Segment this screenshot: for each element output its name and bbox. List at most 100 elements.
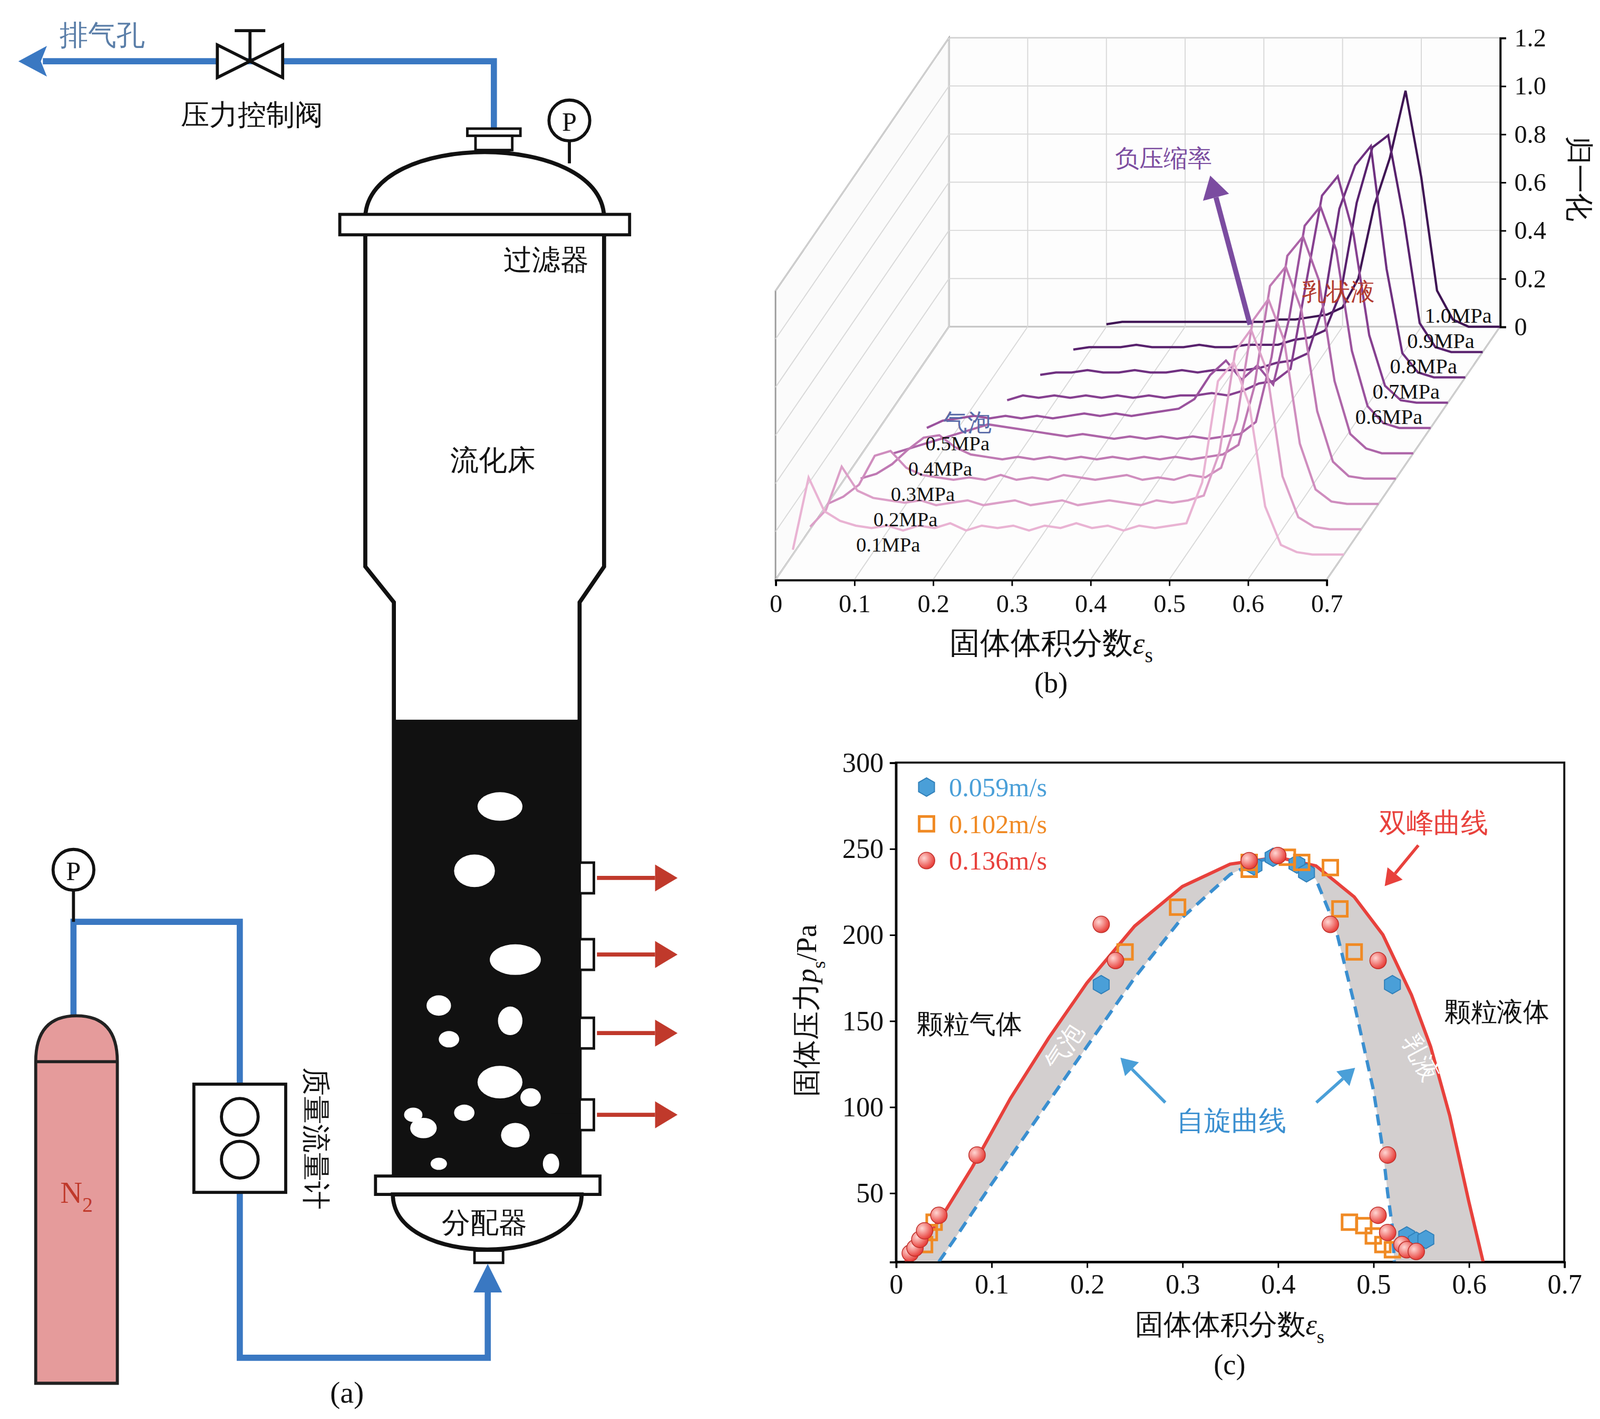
panel-b: 00.10.20.30.40.50.60.700.20.40.60.81.01.… xyxy=(769,23,1595,699)
tick: 0.8 xyxy=(1499,120,1547,149)
tick-mark xyxy=(1168,579,1171,587)
tick-label: 0.3 xyxy=(1165,1268,1200,1299)
tick-label: 0 xyxy=(889,1268,904,1299)
gauge-stem xyxy=(71,889,75,922)
series-label: 0.9MPa xyxy=(1407,328,1475,353)
arrow-head xyxy=(1384,867,1403,887)
grid-line xyxy=(948,37,1500,39)
label-variable: ε xyxy=(1132,625,1146,661)
point xyxy=(1369,1206,1386,1224)
tick-label: 1.2 xyxy=(1514,23,1546,52)
gauge-label: P xyxy=(561,107,577,137)
grid-line xyxy=(775,326,949,580)
grid-line xyxy=(1263,37,1265,327)
bubble xyxy=(453,854,495,887)
tick: 0.4 xyxy=(1499,216,1547,245)
plot-area xyxy=(902,847,1483,1262)
tick-mark xyxy=(1499,133,1507,136)
arrow-shaft xyxy=(596,1112,655,1117)
curve-label: 双峰曲线 xyxy=(1379,807,1489,838)
probe xyxy=(550,1031,580,1035)
label-part: /Pa xyxy=(790,924,823,961)
curve xyxy=(905,857,1484,1262)
arrow-head xyxy=(655,864,678,891)
label-subscript: s xyxy=(1144,643,1153,667)
pipe xyxy=(73,921,488,1358)
tick-label: 0.1 xyxy=(974,1268,1010,1299)
annotation: 颗粒液体 xyxy=(1444,996,1550,1027)
pipe-arrow xyxy=(473,1263,502,1293)
grid-line xyxy=(775,326,949,580)
tick-label: 0.6 xyxy=(1451,1268,1487,1299)
arrow-shaft xyxy=(596,952,655,957)
series-label: 0.3MPa xyxy=(890,482,955,506)
bubble xyxy=(438,1030,460,1047)
tick-label: 0.4 xyxy=(1514,216,1546,245)
port xyxy=(579,1099,594,1130)
vessel xyxy=(365,234,605,1176)
arrow-shaft xyxy=(596,1030,655,1035)
port xyxy=(579,1017,594,1049)
axis-line xyxy=(1500,38,1507,328)
distributor xyxy=(392,1194,582,1250)
tick-label: 300 xyxy=(842,747,884,778)
exhaust-label: 排气孔 xyxy=(59,19,145,52)
tick: 0 xyxy=(1499,312,1527,341)
legend: 0.059m/s0.102m/s0.136m/s xyxy=(918,772,1047,876)
arrow-shaft xyxy=(1316,1078,1343,1103)
tick-mark xyxy=(1499,181,1507,184)
tick-mark xyxy=(889,1192,897,1195)
label-part: N xyxy=(60,1175,83,1210)
tick-label: 0.4 xyxy=(1074,589,1107,618)
pipe-arrow xyxy=(18,45,47,77)
label-variable: p xyxy=(790,968,823,985)
bubble xyxy=(500,1122,530,1148)
curve xyxy=(938,857,1395,1262)
y-axis: 00.20.40.60.81.01.2 xyxy=(1499,23,1547,341)
distributor-label: 分配器 xyxy=(441,1206,528,1239)
bubble xyxy=(477,1065,523,1099)
series-group xyxy=(792,90,1500,555)
grid-line xyxy=(1026,37,1029,327)
panel-label: (a) xyxy=(330,1374,364,1410)
series-labels: 0.1MPa0.2MPa0.3MPa0.4MPa0.5MPa0.6MPa0.7M… xyxy=(856,303,1492,556)
grid-line xyxy=(775,133,949,387)
point xyxy=(968,1146,986,1163)
valve-stem xyxy=(248,30,252,62)
bubble xyxy=(453,1104,475,1121)
grid-line xyxy=(775,182,949,436)
arrow-head xyxy=(655,1101,678,1129)
tick-mark xyxy=(1499,37,1507,40)
point xyxy=(1342,1214,1357,1230)
valve-label: 压力控制阀 xyxy=(180,99,324,131)
tick: 1.2 xyxy=(1499,23,1547,52)
flange xyxy=(375,1175,600,1195)
point xyxy=(1379,1146,1396,1163)
panel-a: 排气孔压力控制阀P过滤器流化床分配器P质量流量计N2(a) xyxy=(18,19,678,1410)
axis-line xyxy=(776,580,1327,587)
tick: 0.4 xyxy=(1261,1261,1296,1299)
gauge xyxy=(53,849,94,890)
point xyxy=(1107,952,1124,969)
panel-label: (c) xyxy=(1213,1348,1246,1381)
series-line xyxy=(1106,90,1501,327)
x-axis-title: 固体体积分数εs xyxy=(949,625,1153,667)
flowmeter xyxy=(194,1083,286,1192)
point xyxy=(1379,1224,1396,1241)
tick-label: 0.2 xyxy=(917,589,949,618)
bed xyxy=(395,719,580,1176)
grid-line xyxy=(1090,326,1264,580)
bubble xyxy=(426,995,451,1016)
point xyxy=(1269,847,1286,864)
series-label: 0.7MPa xyxy=(1372,379,1441,404)
annotation: 乳液 xyxy=(1397,1030,1444,1086)
series-label: 0.2MPa xyxy=(873,508,938,531)
tick: 150 xyxy=(842,1005,897,1036)
point xyxy=(1346,944,1362,959)
figure: 排气孔压力控制阀P过滤器流化床分配器P质量流量计N2(a)00.10.20.30… xyxy=(0,0,1600,1419)
tick: 1.0 xyxy=(1499,71,1547,100)
nozzle xyxy=(475,135,513,150)
grid-line xyxy=(1106,37,1108,327)
series-label: 0.8MPa xyxy=(1389,354,1458,378)
tick: 0.2 xyxy=(1070,1261,1105,1299)
